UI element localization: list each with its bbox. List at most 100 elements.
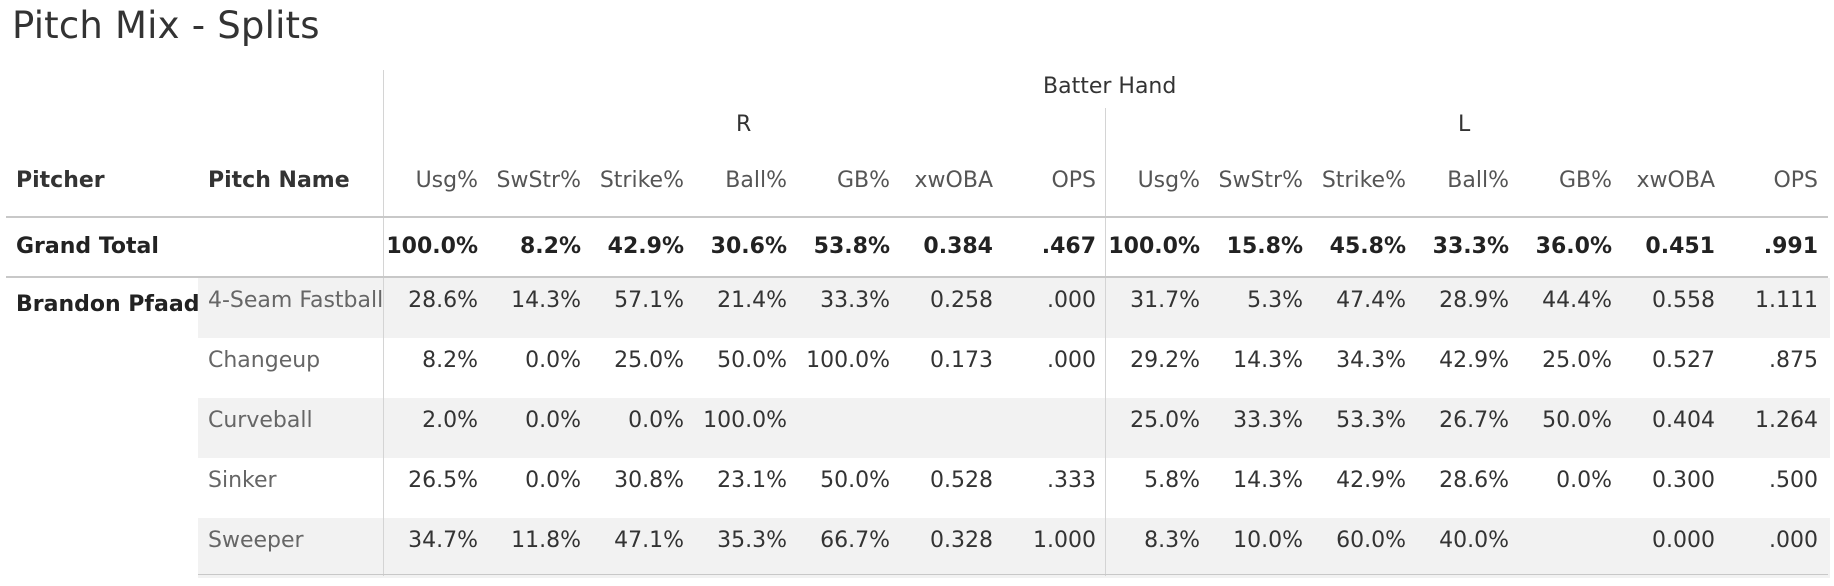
metric-header-r: xwOBA <box>914 168 993 193</box>
table-cell-l: 1.111 <box>1755 288 1818 313</box>
table-cell-r: 34.7% <box>408 528 478 553</box>
metric-header-l: SwStr% <box>1218 168 1304 193</box>
pitcher-name: Brandon Pfaadt <box>16 292 210 317</box>
metric-header-l: Strike% <box>1321 168 1406 193</box>
table-cell-l: 53.3% <box>1336 408 1406 433</box>
table-cell-r: 57.1% <box>614 288 684 313</box>
table-cell-r: 0.328 <box>930 528 993 553</box>
grand-total-l-value: 45.8% <box>1329 234 1406 259</box>
table-cell-r: .000 <box>1047 288 1096 313</box>
metric-header-l: GB% <box>1558 168 1612 193</box>
table-cell-r: 50.0% <box>717 348 787 373</box>
table-cell-l: 14.3% <box>1233 348 1303 373</box>
grand-total-r-value: 30.6% <box>710 234 787 259</box>
row-band <box>198 278 1830 338</box>
table-cell-r: 30.8% <box>614 468 684 493</box>
table-cell-l: 0.527 <box>1652 348 1715 373</box>
table-cell-r: .333 <box>1047 468 1096 493</box>
divider-vertical-left <box>383 70 384 576</box>
pitch-name-cell: Sinker <box>208 468 277 493</box>
row-band <box>198 518 1830 578</box>
grand-total-l-value: 33.3% <box>1432 234 1509 259</box>
table-cell-l: 0.0% <box>1556 468 1612 493</box>
table-cell-l: 44.4% <box>1542 288 1612 313</box>
table-cell-r: 0.173 <box>930 348 993 373</box>
table-cell-r: 66.7% <box>820 528 890 553</box>
table-cell-l: 14.3% <box>1233 468 1303 493</box>
metric-header-l: Ball% <box>1447 168 1509 193</box>
divider-vertical-mid <box>1105 108 1106 576</box>
table-cell-r: 2.0% <box>422 408 478 433</box>
divider-table-bottom <box>198 574 1828 575</box>
table-cell-l: 34.3% <box>1336 348 1406 373</box>
pitch-name-cell: Changeup <box>208 348 321 373</box>
grand-total-l-value: .991 <box>1763 234 1818 259</box>
grand-total-r-value: 42.9% <box>607 234 684 259</box>
table-cell-l: 25.0% <box>1542 348 1612 373</box>
table-cell-r: 0.258 <box>930 288 993 313</box>
table-cell-r: 100.0% <box>806 348 890 373</box>
pitcher-column-header: Pitcher <box>16 168 105 193</box>
metric-header-r: OPS <box>1051 168 1096 193</box>
table-cell-l: 42.9% <box>1439 348 1509 373</box>
table-cell-r: 0.0% <box>525 348 581 373</box>
page-title: Pitch Mix - Splits <box>12 4 320 47</box>
pitch-name-cell: 4-Seam Fastball <box>208 288 384 313</box>
row-band <box>198 398 1830 458</box>
table-cell-l: 0.000 <box>1652 528 1715 553</box>
grand-total-r-value: 8.2% <box>519 234 581 259</box>
table-cell-r: 0.528 <box>930 468 993 493</box>
table-cell-l: .875 <box>1769 348 1818 373</box>
metric-header-r: SwStr% <box>496 168 582 193</box>
grand-total-r-value: 53.8% <box>813 234 890 259</box>
table-cell-l: 1.264 <box>1755 408 1818 433</box>
table-cell-l: 28.6% <box>1439 468 1509 493</box>
grand-total-r-value: 0.384 <box>923 234 993 259</box>
table-cell-l: 0.300 <box>1652 468 1715 493</box>
grand-total-l-value: 100.0% <box>1108 234 1200 259</box>
table-cell-r: 35.3% <box>717 528 787 553</box>
table-cell-r: 23.1% <box>717 468 787 493</box>
pitch-name-cell: Curveball <box>208 408 313 433</box>
metric-header-l: Usg% <box>1137 168 1200 193</box>
grand-total-label: Grand Total <box>16 234 159 259</box>
table-cell-l: 0.558 <box>1652 288 1715 313</box>
grand-total-l-value: 0.451 <box>1645 234 1715 259</box>
metric-header-r: Ball% <box>725 168 787 193</box>
grand-total-l-value: 15.8% <box>1226 234 1303 259</box>
table-cell-r: 8.2% <box>422 348 478 373</box>
pitch-name-column-header: Pitch Name <box>208 168 350 193</box>
table-cell-l: 8.3% <box>1144 528 1200 553</box>
table-cell-l: 26.7% <box>1439 408 1509 433</box>
batter-hand-header: Batter Hand <box>1043 74 1177 99</box>
table-cell-r: .000 <box>1047 348 1096 373</box>
table-cell-l: 40.0% <box>1439 528 1509 553</box>
table-cell-r: 0.0% <box>628 408 684 433</box>
table-cell-l: 5.3% <box>1247 288 1303 313</box>
table-cell-r: 26.5% <box>408 468 478 493</box>
grand-total-r-value: 100.0% <box>386 234 478 259</box>
grand-total-l-value: 36.0% <box>1535 234 1612 259</box>
pitch-name-cell: Sweeper <box>208 528 304 553</box>
table-cell-r: 33.3% <box>820 288 890 313</box>
table-cell-l: 10.0% <box>1233 528 1303 553</box>
table-cell-r: 1.000 <box>1033 528 1096 553</box>
divider-header-bottom <box>6 216 1828 218</box>
table-cell-l: 0.404 <box>1652 408 1715 433</box>
table-cell-r: 14.3% <box>511 288 581 313</box>
metric-header-l: OPS <box>1773 168 1818 193</box>
table-cell-l: 29.2% <box>1130 348 1200 373</box>
table-cell-l: 28.9% <box>1439 288 1509 313</box>
table-cell-l: 50.0% <box>1542 408 1612 433</box>
table-cell-l: 5.8% <box>1144 468 1200 493</box>
metric-header-r: Strike% <box>599 168 684 193</box>
metric-header-l: xwOBA <box>1636 168 1715 193</box>
table-cell-r: 0.0% <box>525 468 581 493</box>
hand-l-header: L <box>1458 112 1471 137</box>
table-cell-l: 25.0% <box>1130 408 1200 433</box>
table-cell-l: .500 <box>1769 468 1818 493</box>
table-cell-r: 28.6% <box>408 288 478 313</box>
table-cell-r: 0.0% <box>525 408 581 433</box>
table-cell-r: 11.8% <box>511 528 581 553</box>
